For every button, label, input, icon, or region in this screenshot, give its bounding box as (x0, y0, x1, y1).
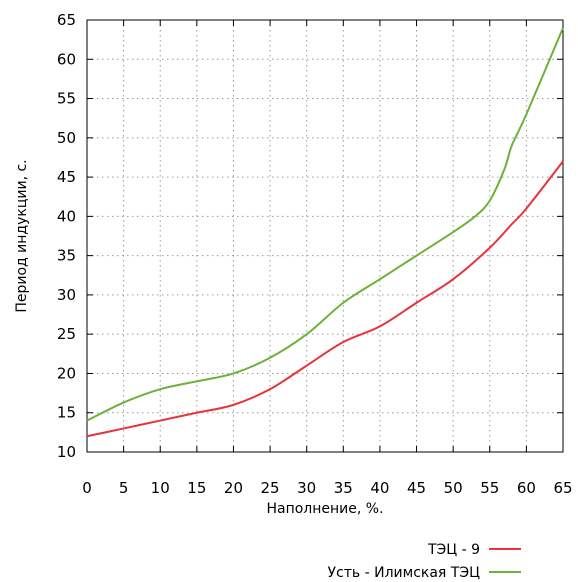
y-tick-label: 60 (57, 50, 76, 68)
y-tick-label: 50 (57, 129, 76, 147)
y-tick-label: 15 (57, 404, 76, 422)
series-layer (86, 27, 564, 438)
y-tick-label: 65 (57, 11, 76, 29)
x-tick-label: 25 (261, 479, 280, 497)
x-tick-label: 10 (151, 479, 170, 497)
y-tick-label: 20 (57, 364, 76, 382)
y-axis-title: Период индукции, с. (14, 159, 30, 312)
y-tick-label: 55 (57, 90, 76, 108)
x-tick-label: 50 (444, 479, 463, 497)
x-tick-label: 30 (297, 479, 316, 497)
x-tick-label: 35 (334, 479, 353, 497)
y-tick-label: 40 (57, 207, 76, 225)
grid (87, 20, 563, 452)
y-tick-label: 10 (57, 443, 76, 461)
y-tick-label: 45 (57, 168, 76, 186)
x-tick-label: 5 (119, 479, 129, 497)
legend-label-series-2: Усть - Илимская ТЭЦ (328, 565, 481, 581)
x-tick-label: 20 (224, 479, 243, 497)
x-tick-label: 0 (82, 479, 92, 497)
x-tick-label: 60 (517, 479, 536, 497)
x-tick-label: 15 (187, 479, 206, 497)
legend: ТЭЦ - 9 Усть - Илимская ТЭЦ (328, 542, 521, 581)
legend-label-series-1: ТЭЦ - 9 (427, 542, 480, 558)
x-tick-label: 55 (480, 479, 499, 497)
series-line-1 (86, 160, 564, 438)
y-tick-label: 25 (57, 325, 76, 343)
y-tick-label: 35 (57, 247, 76, 265)
x-tick-label: 45 (407, 479, 426, 497)
x-tick-label: 40 (370, 479, 389, 497)
plot-frame (86, 19, 564, 453)
x-tick-label: 65 (553, 479, 572, 497)
plot-border (86, 19, 564, 453)
y-tick-label: 30 (57, 286, 76, 304)
tick-labels: 0 5 10 15 20 25 30 35 40 45 50 55 60 65 10 15 20 25 30 35 40… (57, 11, 573, 497)
x-axis-title: Наполнение, %. (266, 501, 383, 517)
series-line-2 (86, 27, 564, 422)
